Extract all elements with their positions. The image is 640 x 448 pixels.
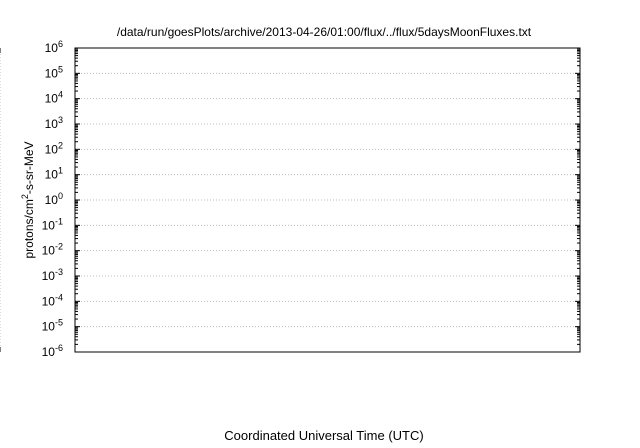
y-tick-label: 10-6 <box>42 343 63 359</box>
y-tick-label: 106 <box>45 39 63 55</box>
y-tick-label: 10-3 <box>42 267 63 283</box>
chart-title: /data/run/goesPlots/archive/2013-04-26/0… <box>117 25 532 39</box>
y-axis-label: protons/cm2-s-sr-MeV <box>20 141 36 258</box>
x-axis-label: Coordinated Universal Time (UTC) <box>224 428 423 443</box>
y-tick-label: 103 <box>45 115 63 131</box>
y-tick-label: 104 <box>45 90 63 106</box>
y-tick-label: 100 <box>45 191 63 207</box>
y-tick-label: 10-1 <box>42 216 63 232</box>
y-axis: 10-6 10-5 10-4 10-3 10-2 10-1 100 101 102 103 104 1… <box>42 39 580 359</box>
grid <box>0 48 580 352</box>
y-tick-label: 105 <box>45 64 63 80</box>
y-tick-label: 101 <box>45 166 63 182</box>
y-tick-label: 10-5 <box>42 318 63 334</box>
plot-frame <box>74 47 581 353</box>
y-tick-label: 10-4 <box>42 292 63 308</box>
y-tick-label: 102 <box>45 140 63 156</box>
y-tick-label: 10-2 <box>42 242 63 258</box>
